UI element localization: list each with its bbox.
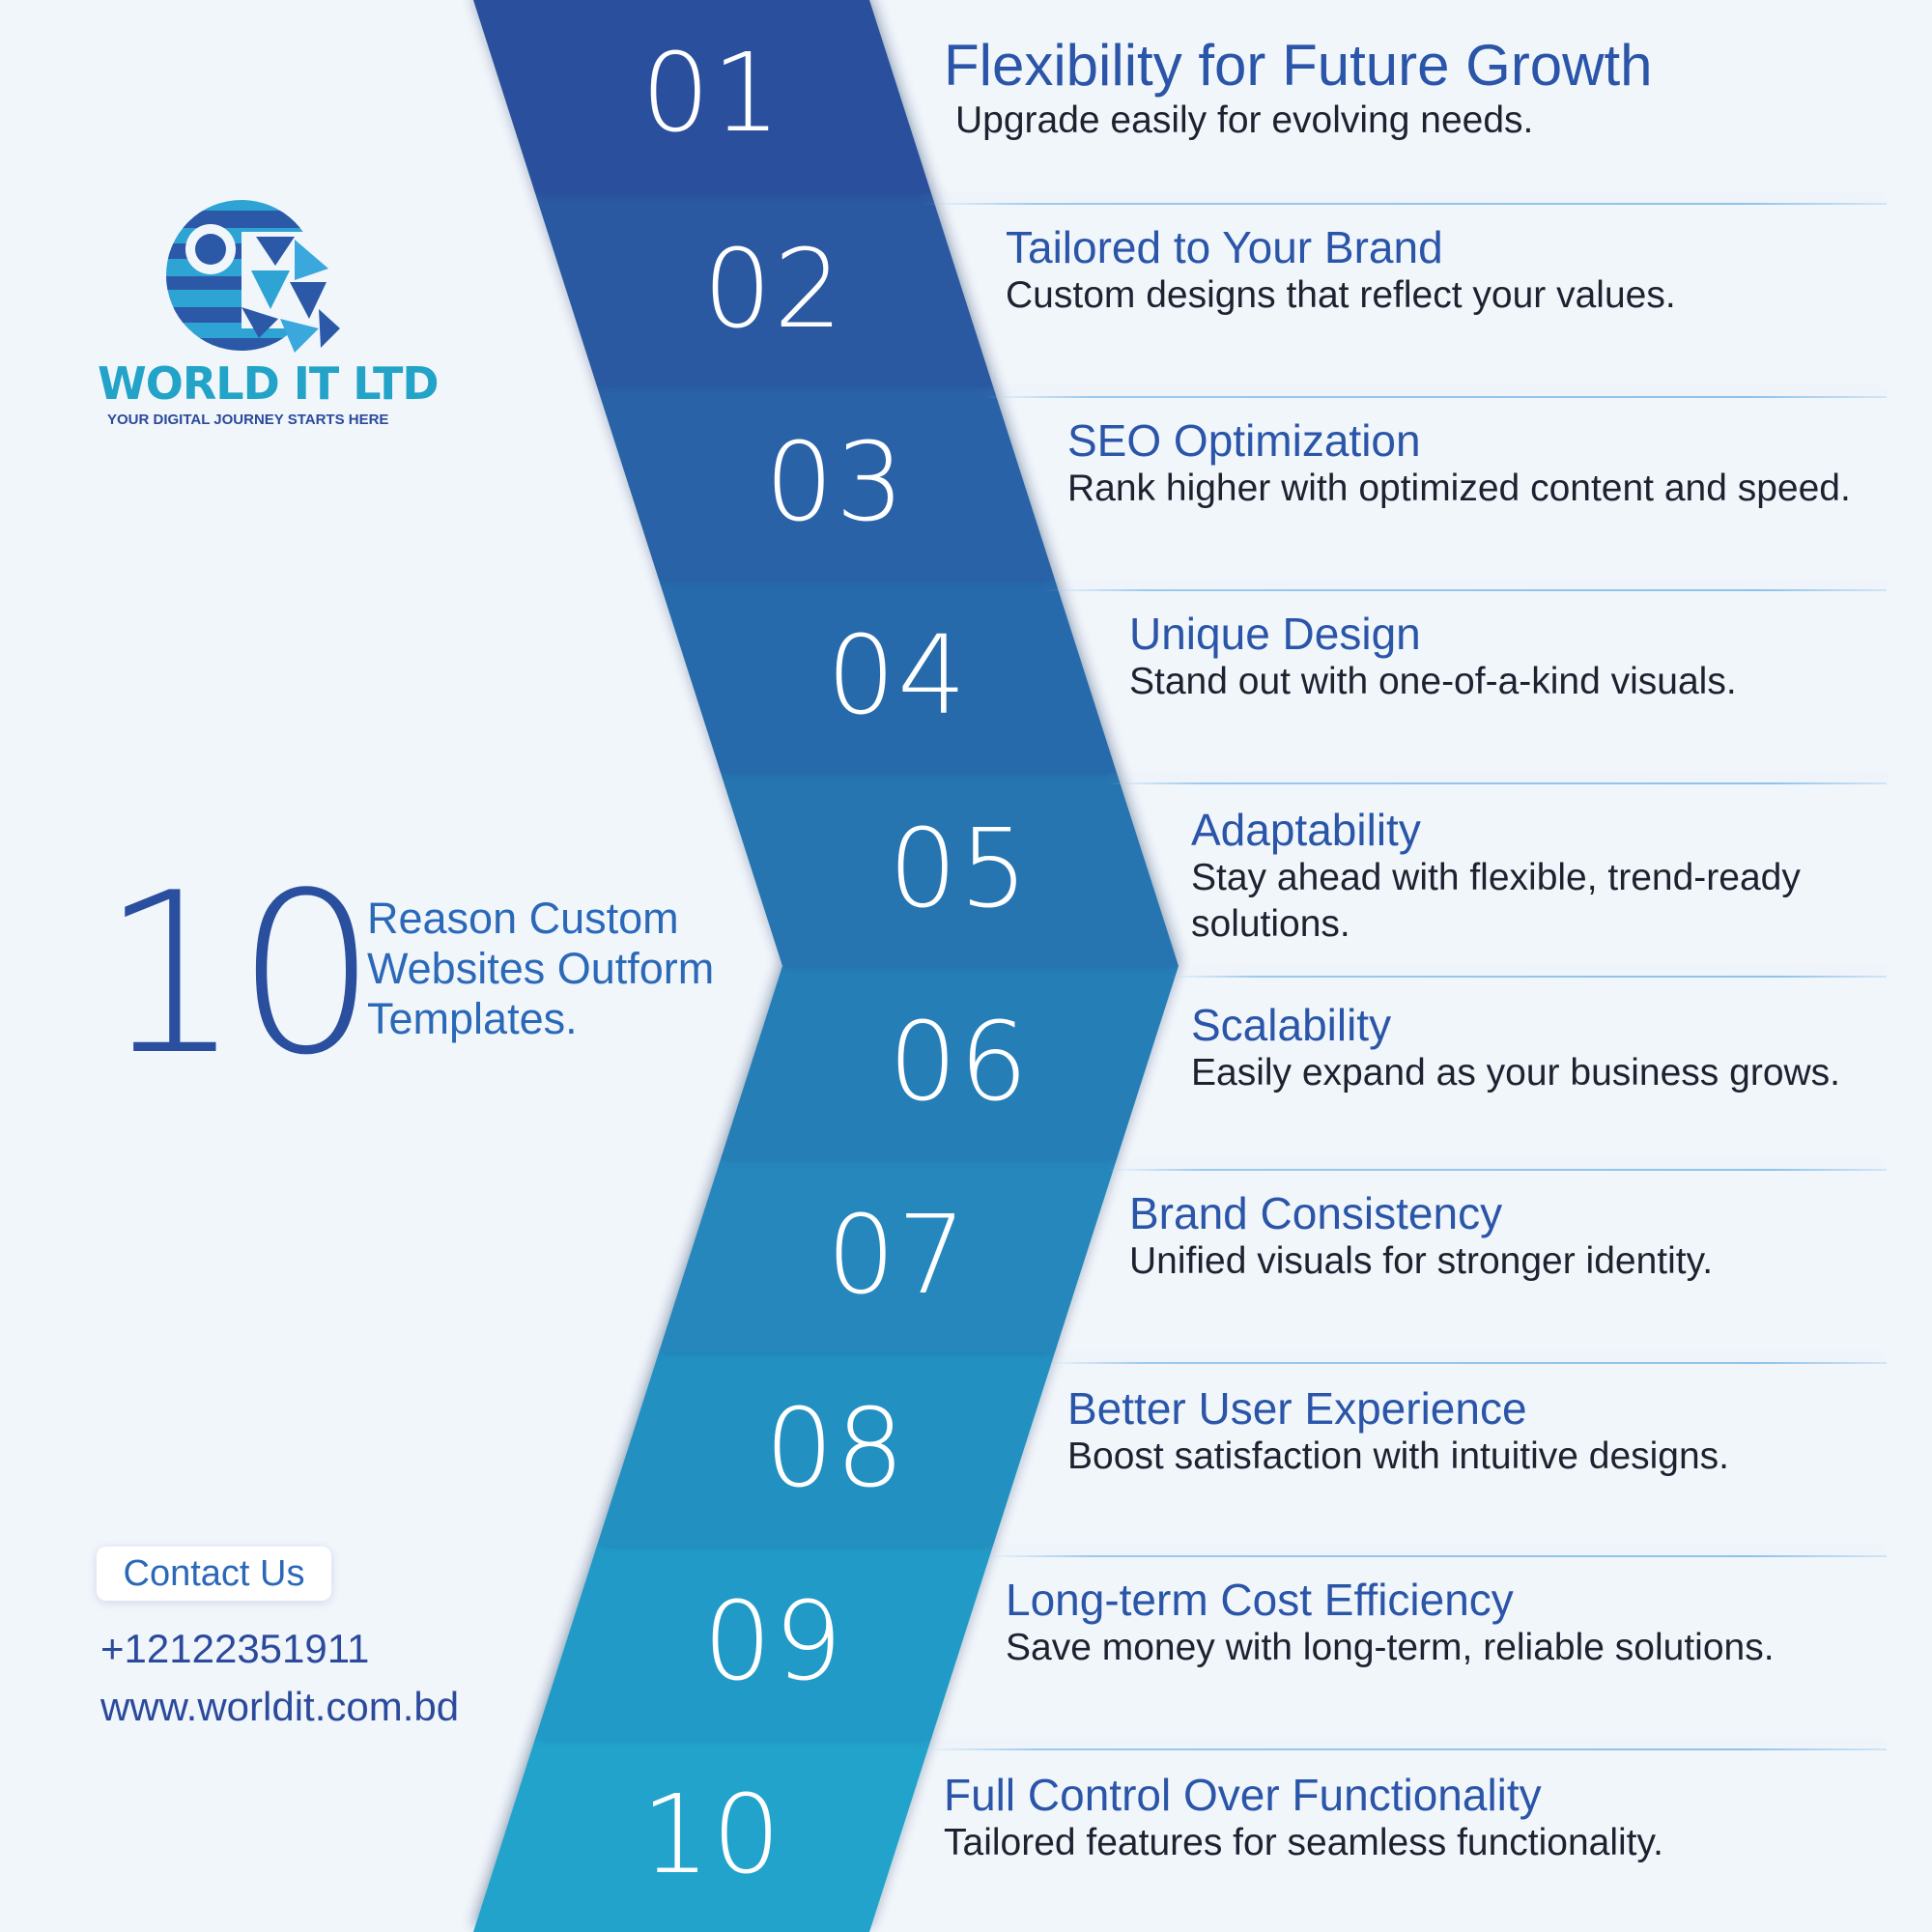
reason-description: Tailored features for seamless functiona… xyxy=(944,1822,1663,1863)
reason-item: Tailored to Your Brand Custom designs tha… xyxy=(1006,222,1893,319)
step-number: 10 xyxy=(641,1773,783,1898)
chevron-segment xyxy=(473,0,931,193)
chevron-segment xyxy=(535,193,993,386)
reason-item: Unique Design Stand out with one-of-a-kin… xyxy=(1129,609,1893,705)
reason-item: Long-term Cost Efficiency Save money with… xyxy=(1006,1575,1893,1671)
chevron-segment xyxy=(659,1159,1117,1352)
section-divider xyxy=(1107,1169,1887,1171)
step-number: 05 xyxy=(889,807,1031,932)
reason-item: Scalability Easily expand as your busines… xyxy=(1191,1000,1893,1096)
step-number: 02 xyxy=(703,227,845,353)
contact-us-button[interactable]: Contact Us xyxy=(97,1547,331,1601)
reason-title: Flexibility for Future Growth xyxy=(944,33,1653,98)
chevron-segment xyxy=(597,1352,1055,1546)
reason-title: Brand Consistency xyxy=(1129,1188,1503,1238)
section-divider xyxy=(1045,589,1887,591)
brand-tagline: YOUR DIGITAL JOURNEY STARTS HERE xyxy=(107,412,389,428)
phone-number[interactable]: +12122351911 xyxy=(100,1626,370,1671)
chevron-segment xyxy=(597,386,1055,580)
section-divider xyxy=(1169,976,1887,978)
step-number: 01 xyxy=(641,31,783,156)
reason-title: Adaptability xyxy=(1191,805,1421,855)
reason-description: Save money with long-term, reliable solu… xyxy=(1006,1627,1775,1668)
chevron-segment xyxy=(535,1546,993,1739)
reason-title: Long-term Cost Efficiency xyxy=(1006,1575,1514,1625)
reason-description: Stand out with one-of-a-kind visuals. xyxy=(1129,661,1737,702)
reason-description: Rank higher with optimized content and s… xyxy=(1067,468,1851,509)
step-number: 03 xyxy=(765,420,907,546)
section-divider xyxy=(922,1748,1887,1750)
reason-description: Upgrade easily for evolving needs. xyxy=(955,99,1534,141)
reason-item: Better User Experience Boost satisfaction… xyxy=(1067,1383,1893,1480)
reason-title: Unique Design xyxy=(1129,609,1421,659)
reason-description: Unified visuals for stronger identity. xyxy=(1129,1240,1714,1282)
website-link[interactable]: www.worldit.com.bd xyxy=(100,1684,460,1729)
step-number: 04 xyxy=(827,613,969,739)
section-divider xyxy=(1107,782,1887,784)
reason-item: Adaptability Stay ahead with flexible, tr… xyxy=(1191,805,1893,948)
step-number: 07 xyxy=(827,1193,969,1319)
brand-name: WORLD IT LTD xyxy=(98,357,440,410)
reason-title: Full Control Over Functionality xyxy=(944,1770,1542,1820)
chevron-segment xyxy=(721,966,1179,1159)
reason-description: Custom designs that reflect your values. xyxy=(1006,274,1676,316)
section-divider xyxy=(922,203,1887,205)
reason-description: Boost satisfaction with intuitive design… xyxy=(1067,1435,1730,1477)
headline-text: Reason Custom Websites Outform Templates… xyxy=(367,894,715,1043)
reason-title: Scalability xyxy=(1191,1000,1392,1050)
reason-title: Tailored to Your Brand xyxy=(1006,222,1443,272)
reason-item: Flexibility for Future Growth Upgrade eas… xyxy=(944,34,1893,144)
chevron-segment xyxy=(659,580,1117,773)
reason-title: SEO Optimization xyxy=(1067,415,1421,466)
reason-item: Full Control Over Functionality Tailored … xyxy=(944,1770,1893,1866)
reason-title: Better User Experience xyxy=(1067,1383,1527,1434)
chevron-segment xyxy=(721,773,1179,966)
headline-number: 10 xyxy=(100,846,378,1104)
step-number: 06 xyxy=(889,1000,1031,1125)
step-number: 08 xyxy=(765,1386,907,1512)
section-divider xyxy=(983,1555,1887,1557)
reason-description: Stay ahead with flexible, trend-ready so… xyxy=(1191,857,1801,945)
reason-item: SEO Optimization Rank higher with optimiz… xyxy=(1067,415,1893,512)
step-number: 09 xyxy=(703,1579,845,1705)
section-divider xyxy=(1045,1362,1887,1364)
reason-item: Brand Consistency Unified visuals for str… xyxy=(1129,1188,1893,1285)
section-divider xyxy=(983,396,1887,398)
reason-description: Easily expand as your business grows. xyxy=(1191,1052,1841,1094)
chevron-segment xyxy=(473,1739,931,1932)
world-it-globe-logo-icon xyxy=(166,200,340,353)
